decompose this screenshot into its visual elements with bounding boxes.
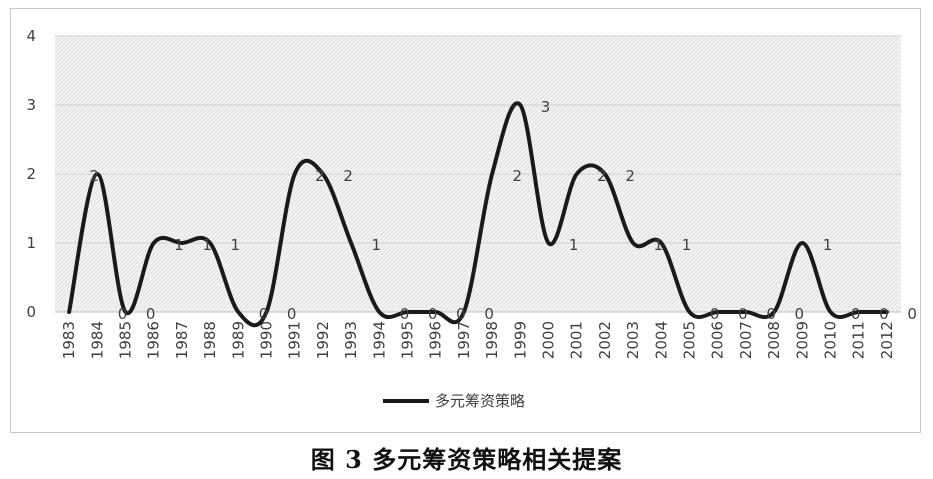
data-label: 1: [202, 236, 212, 254]
x-tick-label: 1998: [483, 321, 501, 359]
data-label: 0: [146, 305, 156, 323]
data-label: 1: [823, 236, 833, 254]
x-tick-label: 1996: [427, 321, 445, 359]
x-tick-label: 1985: [117, 321, 135, 359]
x-tick-label: 1984: [88, 321, 106, 359]
x-tick-label: 1995: [399, 321, 417, 359]
y-tick-label: 4: [26, 27, 36, 45]
x-tick-label: 1983: [60, 321, 78, 359]
x-tick-label: 2005: [681, 321, 699, 359]
data-label: 0: [907, 305, 917, 323]
data-label: 0: [738, 305, 748, 323]
data-label: 1: [174, 236, 184, 254]
data-label: 0: [259, 305, 269, 323]
x-tick-label: 2002: [596, 321, 614, 359]
data-label: 0: [879, 305, 889, 323]
y-tick-label: 2: [26, 165, 36, 183]
x-tick-label: 2001: [568, 321, 586, 359]
legend: 多元筹资策略: [383, 392, 525, 410]
data-label: 0: [710, 305, 720, 323]
x-tick-label: 2010: [822, 321, 840, 359]
data-label: 2: [90, 167, 100, 185]
x-axis-ticks: 1983 1984 1985 1986 1987 1988 1989 1990 1991 1992…: [60, 321, 896, 359]
data-label: 0: [484, 305, 494, 323]
x-tick-label: 1989: [229, 321, 247, 359]
x-tick-label: 2007: [737, 321, 755, 359]
x-tick-label: 2004: [652, 321, 670, 359]
data-label: 0: [428, 305, 438, 323]
x-tick-label: 2009: [793, 321, 811, 359]
data-label: 1: [372, 236, 382, 254]
data-label: 0: [287, 305, 297, 323]
data-label: 0: [400, 305, 410, 323]
data-label: 0: [118, 305, 128, 323]
x-tick-label: 1997: [455, 321, 473, 359]
data-label: 0: [456, 305, 466, 323]
y-axis-ticks: 0 1 2 3 4: [26, 27, 36, 321]
data-label: 1: [682, 236, 692, 254]
x-tick-label: 2003: [624, 321, 642, 359]
x-tick-label: 2008: [765, 321, 783, 359]
data-label: 2: [343, 167, 353, 185]
x-tick-label: 2012: [878, 321, 896, 359]
x-tick-label: 1994: [370, 321, 388, 359]
data-label: 2: [513, 167, 523, 185]
x-tick-label: 1986: [145, 321, 163, 359]
legend-label: 多元筹资策略: [435, 392, 525, 410]
data-label: 2: [315, 167, 325, 185]
y-tick-label: 3: [26, 96, 36, 114]
figure-caption: 图 3 多元筹资策略相关提案: [310, 445, 623, 474]
data-label: 0: [851, 305, 861, 323]
x-tick-label: 1992: [314, 321, 332, 359]
x-tick-label: 2011: [850, 321, 868, 359]
series-line: [67, 101, 889, 328]
x-tick-label: 2000: [540, 321, 558, 359]
x-tick-label: 1987: [173, 321, 191, 359]
x-tick-label: 1993: [342, 321, 360, 359]
x-tick-label: 1988: [201, 321, 219, 359]
x-tick-label: 1999: [511, 321, 529, 359]
x-tick-label: 1990: [258, 321, 276, 359]
data-label: 3: [541, 98, 551, 116]
data-label: 0: [766, 305, 776, 323]
data-label: 2: [597, 167, 607, 185]
data-label: 1: [231, 236, 241, 254]
data-label: 0: [795, 305, 805, 323]
data-label: 1: [569, 236, 579, 254]
x-tick-label: 1991: [286, 321, 304, 359]
y-tick-label: 0: [26, 303, 36, 321]
data-label: 2: [625, 167, 635, 185]
y-tick-label: 1: [26, 234, 36, 252]
data-label: 1: [654, 236, 664, 254]
x-tick-label: 2006: [709, 321, 727, 359]
